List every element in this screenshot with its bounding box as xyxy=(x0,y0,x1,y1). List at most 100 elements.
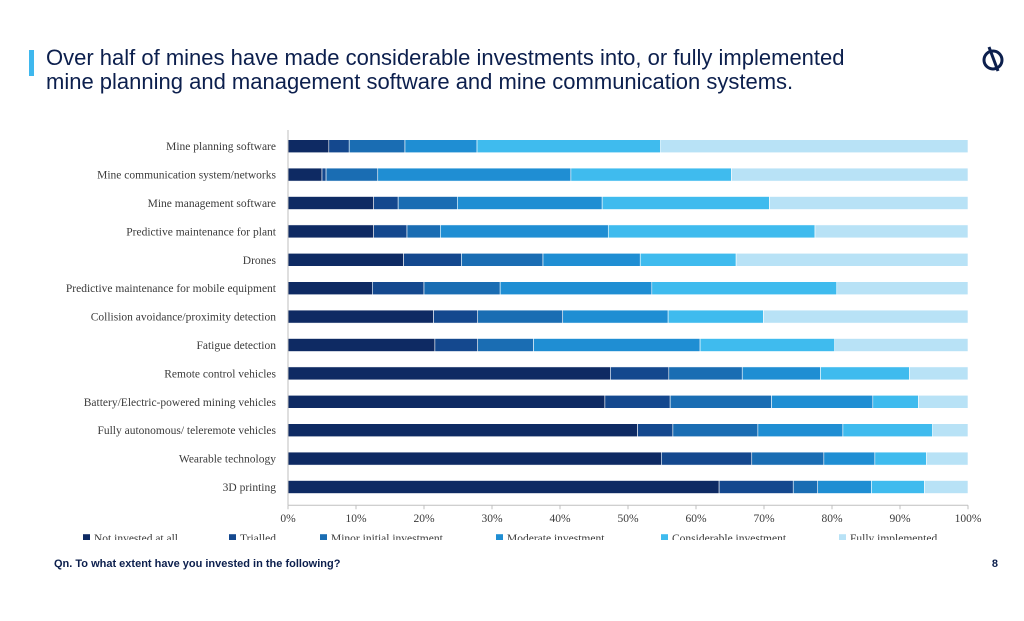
bar-segment xyxy=(660,139,969,154)
bar-segment xyxy=(287,451,662,466)
brand-logo-icon xyxy=(982,46,1004,72)
bar-segment xyxy=(562,309,669,324)
category-label: Remote control vehicles xyxy=(164,368,276,380)
x-tick-label: 0% xyxy=(280,513,296,525)
bar-segment xyxy=(440,224,609,239)
bar-segment xyxy=(542,253,641,267)
bar-segment xyxy=(372,281,425,295)
category-label: Predictive maintenance for plant xyxy=(126,226,277,238)
bar-segment xyxy=(610,366,670,381)
bar-segment xyxy=(287,281,373,295)
bar-segment xyxy=(404,139,478,154)
bar-segment xyxy=(769,196,969,210)
bar-segment xyxy=(461,253,544,267)
x-tick-label: 90% xyxy=(889,513,911,525)
bar-segment xyxy=(836,281,969,295)
page-title: Over half of mines have made considerabl… xyxy=(46,45,845,94)
bar-segment xyxy=(834,338,969,352)
bar-segment xyxy=(406,224,441,239)
bar-segment xyxy=(423,281,501,295)
bar-segment xyxy=(751,451,825,466)
category-label: Collision avoidance/proximity detection xyxy=(91,312,276,324)
bar-segment xyxy=(601,196,770,210)
x-tick-label: 40% xyxy=(549,513,571,525)
category-label: Drones xyxy=(243,255,277,267)
legend-swatch xyxy=(496,534,503,540)
category-label: Mine communication system/networks xyxy=(97,170,276,182)
bar-segment xyxy=(871,480,925,494)
bar-segment xyxy=(328,139,350,154)
bar-segment xyxy=(477,338,534,352)
bar-segment xyxy=(842,423,933,438)
bar-segment xyxy=(287,309,434,324)
legend-label: Moderate investment xyxy=(507,533,605,540)
bar-segment xyxy=(667,309,764,324)
bar-segment xyxy=(771,394,874,409)
bar-segment xyxy=(823,451,876,466)
bar-segment xyxy=(457,196,603,210)
bar-segment xyxy=(792,480,819,494)
bar-segment xyxy=(699,338,836,352)
bar-segment xyxy=(287,139,330,154)
bar-segment xyxy=(325,167,379,182)
legend-label: Considerable investment xyxy=(672,533,787,540)
bar-segment xyxy=(918,394,969,409)
bar-segment xyxy=(533,338,701,352)
bar-segment xyxy=(287,394,606,409)
x-tick-label: 70% xyxy=(753,513,775,525)
bar-segment xyxy=(926,451,969,466)
survey-question: Qn. To what extent have you invested in … xyxy=(54,558,341,570)
bar-segment xyxy=(287,196,374,210)
bar-segment xyxy=(757,423,844,438)
bar-segment xyxy=(718,480,794,494)
bar-segment xyxy=(287,366,611,381)
bar-segment xyxy=(924,480,969,494)
category-label: Battery/Electric-powered mining vehicles xyxy=(84,397,277,409)
bar-segment xyxy=(872,394,919,409)
bar-segment xyxy=(668,366,743,381)
bar-segment xyxy=(741,366,821,381)
bar-segment xyxy=(287,480,720,494)
bar-segment xyxy=(874,451,927,466)
legend-swatch xyxy=(839,534,846,540)
category-label: Mine management software xyxy=(148,198,276,210)
category-label: Wearable technology xyxy=(179,454,276,466)
bar-segment xyxy=(434,338,479,352)
page-number: 8 xyxy=(991,558,998,570)
bar-segment xyxy=(403,253,462,267)
stacked-bar-chart: Mine planning software Mine communication… xyxy=(66,130,982,540)
bar-segment xyxy=(477,309,564,324)
bar-segment xyxy=(909,366,969,381)
x-tick-label: 50% xyxy=(617,513,639,525)
category-label: Mine planning software xyxy=(166,141,276,153)
bar-segment xyxy=(932,423,969,438)
x-tick-label: 100% xyxy=(955,513,982,525)
x-tick-label: 60% xyxy=(685,513,707,525)
bar-segment xyxy=(763,309,969,324)
legend-swatch xyxy=(83,534,90,540)
bar-segment xyxy=(604,394,671,409)
bar-segment xyxy=(321,167,327,182)
category-label: Predictive maintenance for mobile equipm… xyxy=(66,283,277,295)
bar-segment xyxy=(373,196,399,210)
bar-segment xyxy=(651,281,838,295)
legend-swatch xyxy=(320,534,327,540)
bar-segment xyxy=(287,423,638,438)
bar-segment xyxy=(433,309,479,324)
bar-segment xyxy=(820,366,910,381)
legend-swatch xyxy=(229,534,236,540)
category-label: 3D printing xyxy=(223,482,277,494)
bar-segment xyxy=(287,338,436,352)
legend-label: Fully implemented xyxy=(850,533,937,540)
x-tick-label: 20% xyxy=(413,513,435,525)
bar-segment xyxy=(476,139,661,154)
x-tick-label: 30% xyxy=(481,513,503,525)
bar-segment xyxy=(287,167,323,182)
legend-label: Trialled xyxy=(240,533,276,540)
bar-segment xyxy=(735,253,969,267)
title-accent-bar xyxy=(29,50,34,76)
legend-label: Minor initial investment xyxy=(331,533,444,540)
legend-label: Not invested at all xyxy=(94,533,178,540)
category-label: Fully autonomous/ teleremote vehicles xyxy=(97,425,276,437)
bar-segment xyxy=(731,167,969,182)
